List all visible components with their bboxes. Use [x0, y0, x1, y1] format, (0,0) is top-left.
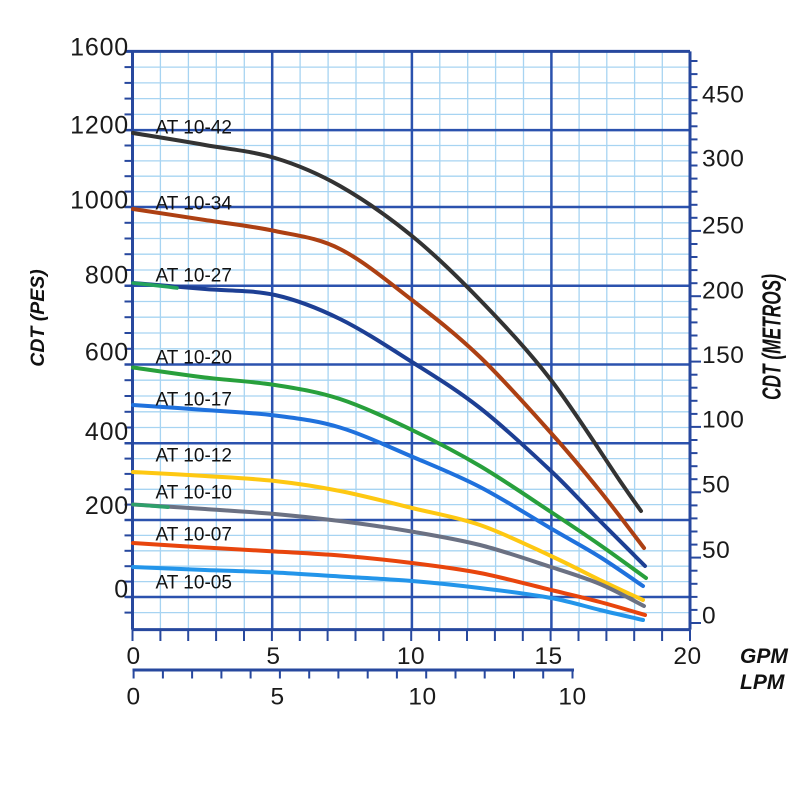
svg-text:200: 200 — [702, 278, 744, 305]
svg-text:GPM: GPM — [740, 645, 788, 668]
svg-text:AT 10-34: AT 10-34 — [156, 194, 233, 215]
svg-text:AT 10-07: AT 10-07 — [156, 525, 232, 546]
svg-text:800: 800 — [85, 262, 129, 290]
svg-text:0: 0 — [114, 575, 129, 603]
svg-text:AT 10-42: AT 10-42 — [156, 118, 232, 139]
svg-text:AT 10-20: AT 10-20 — [156, 348, 232, 369]
svg-text:0: 0 — [127, 643, 141, 670]
svg-text:50: 50 — [702, 472, 730, 499]
svg-text:10: 10 — [558, 684, 586, 711]
svg-text:AT 10-05: AT 10-05 — [156, 573, 232, 594]
svg-text:0: 0 — [127, 684, 141, 711]
svg-text:5: 5 — [266, 643, 280, 670]
svg-text:100: 100 — [702, 407, 744, 434]
svg-text:0: 0 — [702, 603, 716, 630]
svg-text:1200: 1200 — [70, 112, 129, 140]
svg-text:CDT (METROS): CDT (METROS) — [757, 274, 787, 400]
svg-text:1600: 1600 — [70, 34, 129, 62]
svg-text:250: 250 — [702, 213, 744, 240]
svg-text:10: 10 — [397, 643, 425, 670]
svg-text:1000: 1000 — [70, 187, 129, 215]
svg-text:5: 5 — [271, 684, 285, 711]
svg-text:CDT (PES): CDT (PES) — [27, 269, 49, 367]
svg-text:LPM: LPM — [740, 671, 785, 694]
svg-text:200: 200 — [85, 492, 129, 520]
svg-text:AT 10-12: AT 10-12 — [156, 446, 232, 467]
svg-text:AT 10-10: AT 10-10 — [156, 483, 232, 504]
svg-text:450: 450 — [702, 82, 744, 109]
svg-text:50: 50 — [702, 537, 730, 564]
svg-text:AT 10-17: AT 10-17 — [156, 390, 232, 411]
svg-text:AT 10-27: AT 10-27 — [156, 266, 232, 287]
svg-text:600: 600 — [85, 339, 129, 367]
svg-text:400: 400 — [85, 418, 129, 446]
svg-text:150: 150 — [702, 342, 744, 369]
svg-text:10: 10 — [408, 684, 436, 711]
svg-text:300: 300 — [702, 146, 744, 173]
svg-text:20: 20 — [673, 643, 701, 670]
svg-text:15: 15 — [534, 643, 562, 670]
